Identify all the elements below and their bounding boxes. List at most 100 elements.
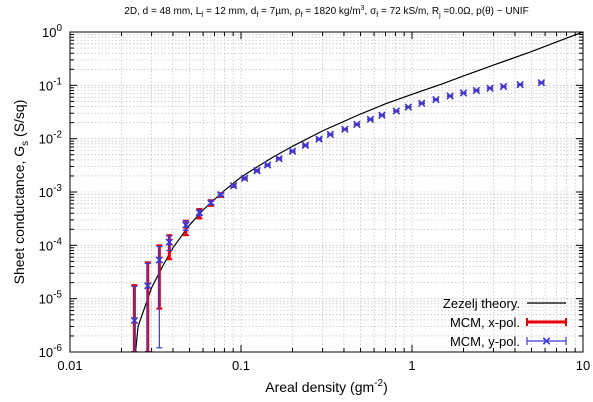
y-tick-exponent: -4 (53, 236, 62, 247)
y-pol-point (341, 125, 349, 134)
y-pol-point (217, 190, 225, 199)
y-pol-point (537, 78, 546, 87)
y-axis-title-part: s (20, 141, 31, 146)
y-pol-point (275, 154, 283, 163)
x-tick-label: 1 (408, 358, 415, 373)
y-tick-exponent: 0 (56, 23, 62, 34)
y-pol-marker (182, 221, 190, 229)
y-pol-marker (240, 174, 249, 183)
y-pol-marker (472, 86, 481, 95)
chart-title-part: =0.0Ω, p(θ) ~ UNIF (441, 6, 529, 17)
legend-entry: MCM, x-pol. (450, 315, 567, 330)
y-pol-point (392, 107, 401, 115)
y-pol-marker (516, 80, 524, 89)
y-pol-point (144, 262, 152, 352)
y-pol-point (459, 89, 468, 97)
chart-title-part: 2D, d = 48 mm, L (124, 6, 201, 17)
x-axis-title: Areal density (gm-2) (265, 378, 388, 395)
x-axis-title-part: ) (383, 379, 388, 395)
chart-title-part: f (376, 12, 378, 19)
chart-title-part: f (256, 12, 258, 19)
chart-title-part: = 12 mm, d (203, 6, 256, 17)
chart-title-part: , σ (365, 6, 378, 17)
labels-layer: 0.01 0.1 1 1010010-110-210-310-410-510-62D,… (11, 5, 590, 395)
y-pol-marker (207, 198, 215, 207)
y-pol-point (155, 245, 164, 349)
y-pol-marker (378, 111, 386, 120)
y-pol-point (182, 220, 190, 232)
y-tick-label: 10-2 (39, 130, 63, 147)
y-tick-exponent: -1 (53, 76, 62, 87)
y-tick-label: 10-5 (39, 290, 63, 307)
x-tick-label: 0.1 (232, 358, 250, 373)
y-pol-marker (392, 107, 401, 115)
y-tick-exponent: -3 (53, 183, 62, 194)
y-tick-base: 10 (42, 25, 56, 40)
x-tick-label: 0.01 (57, 358, 82, 373)
y-pol-marker (253, 166, 261, 175)
chart-title-part: = 1820 kg/m (303, 6, 361, 17)
chart-title-part: f (301, 12, 303, 19)
y-pol-marker (229, 181, 238, 190)
y-pol-marker (486, 84, 494, 93)
y-pol-point (229, 181, 238, 190)
y-tick-base: 10 (39, 78, 53, 93)
x-axis-title-part: -2 (374, 378, 383, 389)
y-pol-point (315, 135, 323, 143)
legend-label: MCM, x-pol. (450, 315, 520, 330)
y-pol-marker (432, 95, 440, 104)
y-pol-point (195, 208, 204, 217)
y-tick-base: 10 (39, 238, 53, 253)
y-tick-exponent: -5 (53, 290, 62, 301)
chart-title-part: 3 (361, 5, 365, 12)
chart-title-part: f (201, 12, 203, 19)
y-pol-marker (366, 115, 375, 124)
y-pol-marker (341, 125, 349, 134)
y-pol-marker (353, 120, 361, 129)
ticks-layer (69, 32, 583, 353)
y-pol-marker (537, 78, 546, 87)
grid (70, 32, 583, 352)
y-pol-marker (301, 141, 310, 150)
y-pol-point (432, 95, 440, 104)
y-pol-point (353, 120, 361, 129)
y-axis-title: Sheet conductance, Gs (S/sq) (11, 100, 31, 285)
y-pol-marker (165, 238, 174, 246)
y-axis-title-part: (S/sq) (11, 100, 27, 141)
legend-label: MCM, y-pol. (450, 334, 520, 349)
legend-entry: MCM, y-pol. (450, 334, 567, 349)
legend-entry: Zezelj theory. (443, 296, 566, 311)
x-axis-title-part: Areal density (gm (265, 379, 374, 395)
y-pol-point (499, 82, 508, 91)
chart-title-part: = 7µm, ρ (258, 6, 301, 17)
y-pol-point (240, 174, 249, 183)
y-tick-exponent: -2 (53, 130, 62, 141)
y-axis-title-part: Sheet conductance, G (11, 146, 27, 285)
y-tick-base: 10 (39, 185, 53, 200)
y-pol-marker (404, 103, 413, 111)
y-pol-point (366, 115, 375, 124)
y-tick-label: 10-3 (39, 183, 63, 200)
y-pol-point (207, 198, 215, 207)
y-tick-label: 10-4 (39, 236, 63, 253)
y-pol-marker (144, 281, 152, 290)
y-pol-marker (326, 130, 335, 139)
x-tick-label: 10 (576, 358, 590, 373)
y-pol-marker (417, 99, 426, 108)
y-pol-marker (499, 82, 508, 91)
y-pol-point (165, 235, 174, 252)
y-pol-marker (315, 135, 323, 143)
y-pol-marker (446, 92, 454, 100)
y-pol-marker (195, 208, 204, 217)
y-pol-point (263, 161, 272, 169)
y-pol-point (417, 99, 426, 108)
y-pol-point (378, 111, 386, 120)
chart-title-part: j (438, 12, 441, 19)
chart-title-part: = 72 kS/m, R (378, 6, 439, 17)
y-tick-exponent: -6 (53, 343, 62, 354)
y-pol-point (472, 86, 481, 95)
y-tick-base: 10 (39, 132, 53, 147)
legend-marker (542, 337, 551, 345)
y-pol-point (130, 285, 139, 352)
